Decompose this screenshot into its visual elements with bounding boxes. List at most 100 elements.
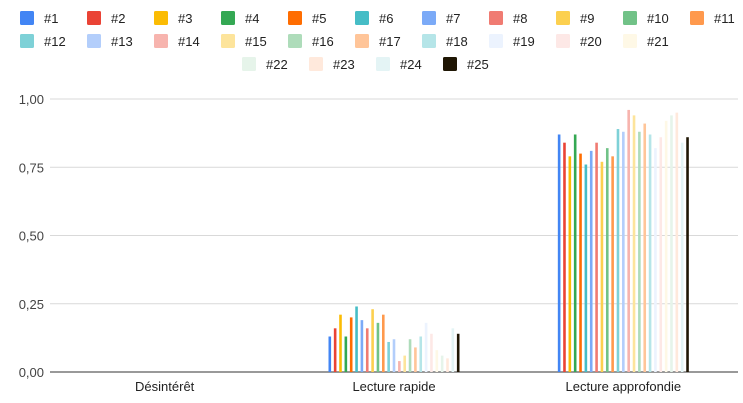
legend-label: #17 bbox=[379, 34, 401, 49]
legend-item[interactable]: #17 bbox=[355, 34, 401, 49]
legend-swatch bbox=[623, 34, 637, 48]
legend-label: #25 bbox=[467, 57, 489, 72]
legend-swatch bbox=[221, 34, 235, 48]
bar[interactable] bbox=[376, 322, 380, 372]
bar[interactable] bbox=[419, 336, 423, 372]
legend-label: #12 bbox=[44, 34, 66, 49]
bar[interactable] bbox=[387, 341, 390, 372]
bar[interactable] bbox=[563, 142, 566, 372]
legend-label: #22 bbox=[266, 57, 288, 72]
legend-label: #23 bbox=[333, 57, 355, 72]
bar[interactable] bbox=[430, 333, 433, 372]
legend-item[interactable]: #24 bbox=[376, 57, 422, 72]
legend-item[interactable]: #14 bbox=[154, 34, 200, 49]
bar[interactable] bbox=[424, 322, 428, 372]
bar[interactable] bbox=[659, 137, 663, 372]
bar[interactable] bbox=[675, 112, 679, 373]
bar[interactable] bbox=[579, 153, 582, 372]
y-axis: 0,00 0,25 0,50 0,75 1,00 bbox=[19, 92, 44, 380]
legend-item[interactable]: #21 bbox=[623, 34, 669, 49]
legend-swatch bbox=[376, 57, 390, 71]
bar[interactable] bbox=[573, 134, 577, 372]
bar[interactable] bbox=[611, 156, 614, 372]
legend-item[interactable]: #9 bbox=[556, 11, 594, 26]
legend-item[interactable]: #5 bbox=[288, 11, 326, 26]
bar[interactable] bbox=[686, 137, 689, 372]
legend-item[interactable]: #25 bbox=[443, 57, 489, 72]
y-tick-label: 0,50 bbox=[19, 229, 44, 244]
legend-label: #11 bbox=[714, 11, 735, 26]
bar[interactable] bbox=[456, 333, 460, 372]
bar[interactable] bbox=[365, 328, 369, 372]
bar[interactable] bbox=[643, 123, 647, 372]
legend-item[interactable]: #8 bbox=[489, 11, 527, 26]
legend-item[interactable]: #15 bbox=[221, 34, 267, 49]
bar[interactable] bbox=[392, 339, 396, 372]
bar[interactable] bbox=[654, 148, 657, 372]
legend-item[interactable]: #20 bbox=[556, 34, 602, 49]
legend-item[interactable]: #7 bbox=[422, 11, 460, 26]
legend-item[interactable]: #1 bbox=[20, 11, 58, 26]
bar[interactable] bbox=[670, 115, 673, 372]
bar[interactable] bbox=[435, 350, 439, 372]
legend-item[interactable]: #11 bbox=[690, 11, 735, 26]
legend-item[interactable]: #6 bbox=[355, 11, 393, 26]
bar[interactable] bbox=[557, 134, 561, 372]
bar[interactable] bbox=[408, 339, 412, 372]
bar[interactable] bbox=[403, 355, 406, 372]
bar[interactable] bbox=[355, 306, 358, 372]
bar[interactable] bbox=[648, 134, 652, 372]
bar[interactable] bbox=[339, 314, 342, 372]
legend-item[interactable]: #2 bbox=[87, 11, 125, 26]
bar[interactable] bbox=[616, 129, 620, 372]
legend-label: #8 bbox=[513, 11, 527, 26]
bar[interactable] bbox=[600, 161, 604, 372]
bar[interactable] bbox=[622, 131, 625, 372]
bar[interactable] bbox=[446, 358, 449, 372]
bar[interactable] bbox=[584, 164, 588, 372]
legend-label: #5 bbox=[312, 11, 326, 26]
legend-item[interactable]: #13 bbox=[87, 34, 133, 49]
legend-item[interactable]: #4 bbox=[221, 11, 259, 26]
legend-swatch bbox=[355, 34, 369, 48]
legend-swatch bbox=[242, 57, 256, 71]
bar[interactable] bbox=[440, 355, 444, 372]
legend-item[interactable]: #3 bbox=[154, 11, 192, 26]
bar[interactable] bbox=[632, 115, 636, 372]
legend-item[interactable]: #23 bbox=[309, 57, 355, 72]
bar[interactable] bbox=[664, 120, 668, 372]
legend-label: #21 bbox=[647, 34, 669, 49]
legend-swatch bbox=[221, 11, 235, 25]
bar[interactable] bbox=[627, 109, 630, 373]
legend-item[interactable]: #12 bbox=[20, 34, 66, 49]
legend-swatch bbox=[87, 11, 101, 25]
bar[interactable] bbox=[382, 314, 385, 372]
bar[interactable] bbox=[638, 131, 641, 372]
x-tick-label: Lecture rapide bbox=[352, 379, 435, 394]
bar[interactable] bbox=[371, 309, 374, 372]
bar[interactable] bbox=[360, 320, 364, 372]
legend-item[interactable]: #19 bbox=[489, 34, 535, 49]
legend-item[interactable]: #18 bbox=[422, 34, 468, 49]
legend-swatch bbox=[288, 11, 302, 25]
legend-label: #14 bbox=[178, 34, 200, 49]
bar[interactable] bbox=[349, 317, 353, 372]
bar[interactable] bbox=[333, 328, 337, 372]
legend-item[interactable]: #10 bbox=[623, 11, 669, 26]
bar[interactable] bbox=[605, 148, 609, 372]
bar[interactable] bbox=[451, 328, 455, 372]
legend-swatch bbox=[443, 57, 457, 71]
bar[interactable] bbox=[414, 347, 417, 372]
bar[interactable] bbox=[595, 142, 598, 372]
bar[interactable] bbox=[589, 150, 593, 372]
legend-item[interactable]: #22 bbox=[242, 57, 288, 72]
bar[interactable] bbox=[344, 336, 348, 372]
legend-label: #9 bbox=[580, 11, 594, 26]
legend-swatch bbox=[556, 34, 570, 48]
bar[interactable] bbox=[680, 142, 684, 372]
legend-item[interactable]: #16 bbox=[288, 34, 334, 49]
bar[interactable] bbox=[568, 156, 572, 372]
bar[interactable] bbox=[398, 361, 401, 372]
bar[interactable] bbox=[328, 336, 332, 372]
